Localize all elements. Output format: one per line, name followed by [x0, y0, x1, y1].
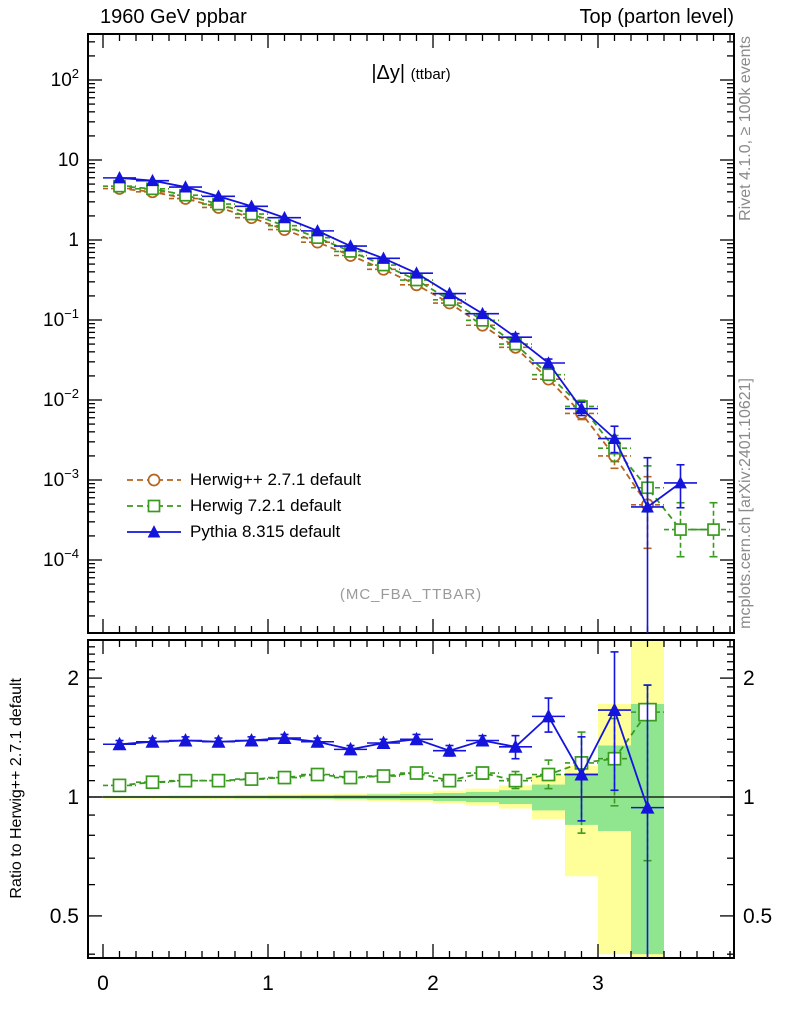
legend-item-pythia: Pythia 8.315 default: [126, 519, 361, 545]
observable-title-main: |Δy|: [371, 62, 406, 84]
svg-text:1: 1: [262, 972, 274, 995]
svg-text:2: 2: [427, 972, 439, 995]
herwigpp-marker-icon: [127, 473, 181, 487]
herwig7-marker-icon: [127, 499, 181, 513]
legend-label: Herwig++ 2.7.1 default: [190, 470, 362, 489]
svg-text:102: 102: [51, 66, 79, 91]
svg-text:2: 2: [67, 667, 79, 690]
svg-text:0.5: 0.5: [743, 905, 772, 928]
beam-energy-title: 1960 GeV ppbar: [100, 6, 247, 28]
mcplots-arxiv-note: mcplots.cern.ch [arXiv:2401.10621]: [737, 378, 754, 629]
legend-item-herwig7: Herwig 7.2.1 default: [126, 493, 361, 519]
pythia-marker-icon: [127, 525, 181, 538]
svg-text:1: 1: [68, 230, 79, 251]
observable-title-sub: (ttbar): [410, 66, 451, 83]
svg-text:3: 3: [592, 972, 604, 995]
observable-title: |Δy| (ttbar): [88, 62, 734, 85]
svg-text:2: 2: [743, 667, 755, 690]
ratio-axis-label: Ratio to Herwig++ 2.7.1 default: [8, 678, 25, 899]
svg-text:10: 10: [58, 150, 79, 171]
svg-text:10−2: 10−2: [43, 386, 79, 411]
svg-text:10−3: 10−3: [43, 466, 79, 491]
legend-label: Pythia 8.315 default: [190, 522, 341, 541]
svg-text:1: 1: [743, 786, 755, 809]
svg-text:0: 0: [97, 972, 109, 995]
svg-text:0.5: 0.5: [50, 905, 79, 928]
legend-label: Herwig 7.2.1 default: [190, 496, 342, 515]
svg-text:10−4: 10−4: [43, 546, 79, 571]
legend: Herwig++ 2.7.1 default Herwig 7.2.1 defa…: [126, 467, 361, 545]
svg-text:1: 1: [67, 786, 79, 809]
svg-text:10−1: 10−1: [43, 306, 79, 331]
analysis-code-watermark: (MC_FBA_TTBAR): [339, 586, 483, 603]
legend-item-herwigpp: Herwig++ 2.7.1 default: [126, 467, 361, 493]
analysis-title: Top (parton level): [579, 6, 734, 28]
rivet-version-note: Rivet 4.1.0, ≥ 100k events: [737, 36, 754, 221]
